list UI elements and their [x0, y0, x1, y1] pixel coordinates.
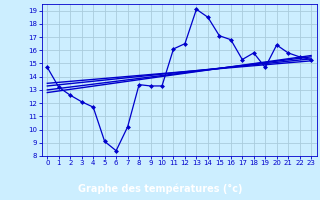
Text: Graphe des températures (°c): Graphe des températures (°c) — [78, 183, 242, 194]
